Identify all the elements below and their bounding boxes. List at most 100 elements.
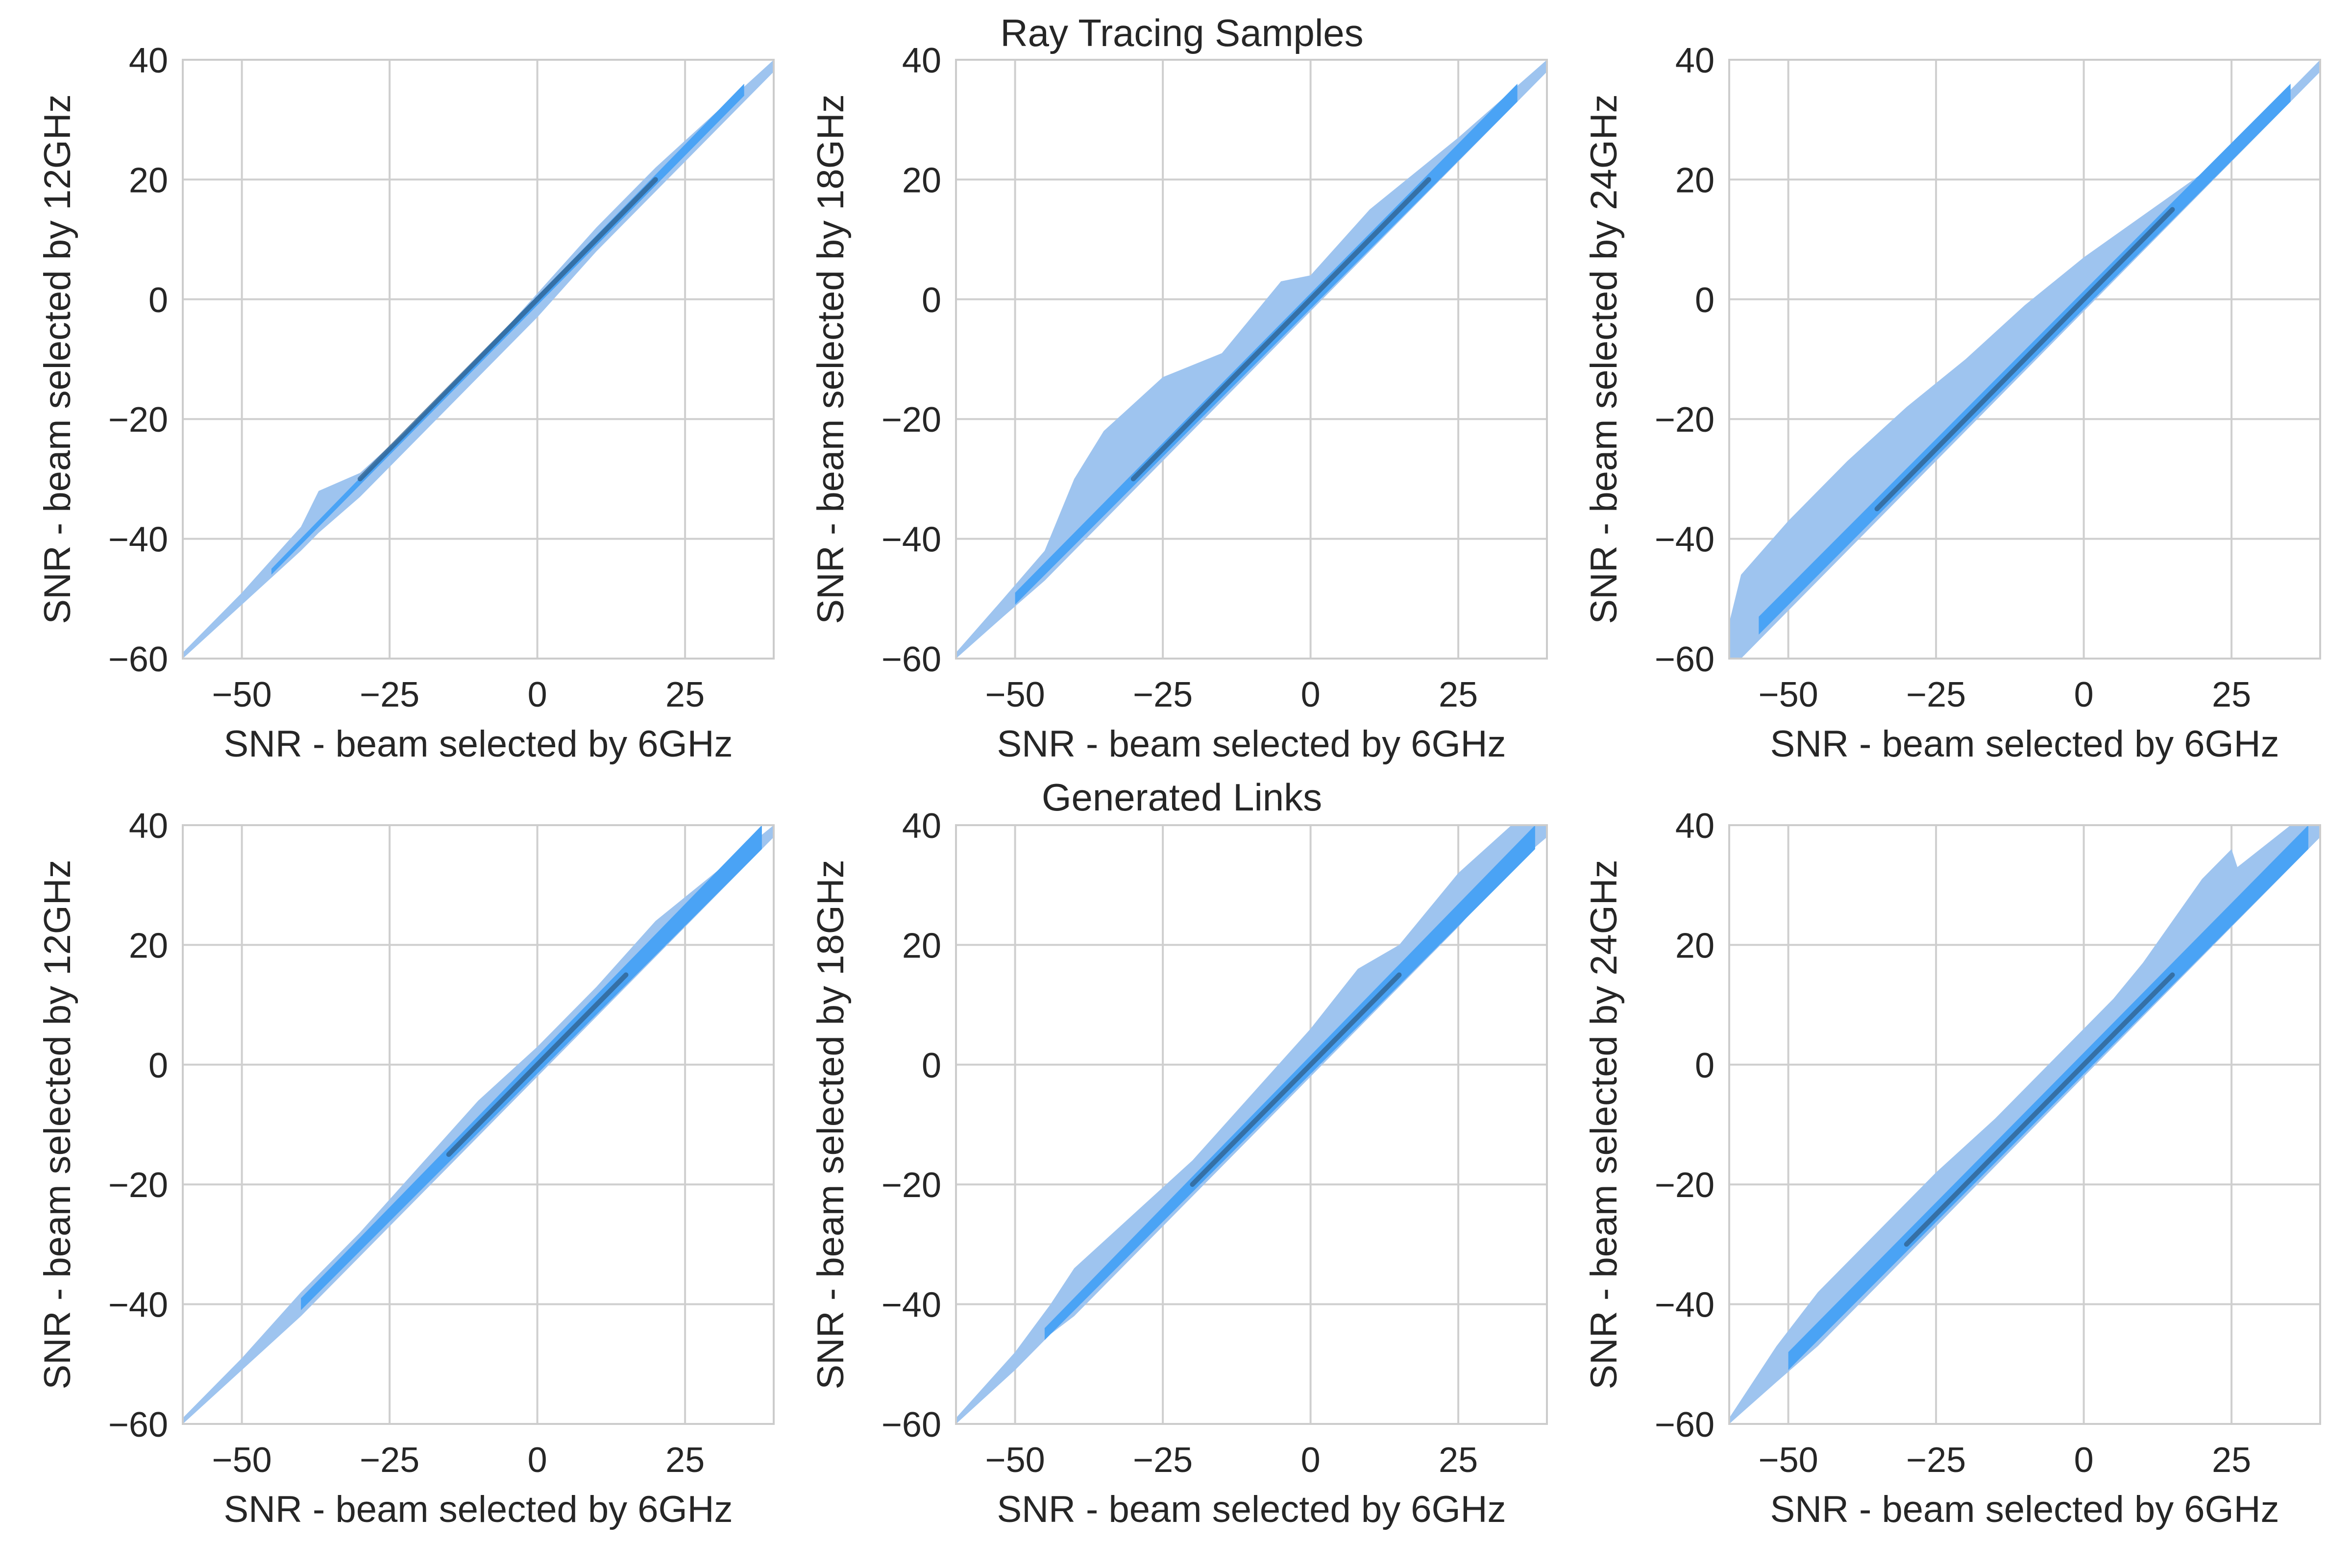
x-tick-label: −25 — [1133, 675, 1193, 714]
x-tick-label: −50 — [985, 675, 1045, 714]
y-tick-label: 40 — [129, 807, 168, 846]
kde-core-line — [1190, 972, 1402, 1187]
axes-frame — [182, 824, 775, 1425]
kde-core-line — [1874, 207, 2175, 512]
plot-data — [183, 825, 774, 1424]
y-tick-label: 20 — [1675, 926, 1715, 965]
axes-frame — [1728, 59, 2321, 660]
y-tick-label: −20 — [1655, 1166, 1715, 1205]
x-tick-label: −25 — [360, 1441, 419, 1480]
y-tick-label: 20 — [1675, 161, 1715, 200]
row-title-ray-tracing-samples: Ray Tracing Samples — [1000, 11, 1364, 54]
x-tick-label: −50 — [212, 675, 272, 714]
y-tick-label: 20 — [902, 161, 941, 200]
subplot-row2-col2: −50 −25 0 25 −60 −40 −20 0 20 40 SNR - beam select… — [810, 807, 1548, 1530]
x-tick-label: 25 — [1439, 1441, 1478, 1480]
axes-frame — [1728, 824, 2321, 1425]
y-tick-label: −20 — [108, 400, 168, 440]
x-tick-label: 0 — [2074, 675, 2094, 714]
x-tick-label: −50 — [212, 1441, 272, 1480]
y-tick-label: 40 — [129, 41, 168, 80]
x-tick-label: −25 — [1906, 675, 1966, 714]
x-tick-label: −50 — [1759, 675, 1818, 714]
y-tick-label: −60 — [108, 640, 168, 679]
x-tick-label: 25 — [1439, 675, 1478, 714]
y-tick-label: −60 — [1655, 1405, 1715, 1445]
y-tick-label: 0 — [1695, 1046, 1715, 1085]
x-axis-label: SNR - beam selected by 6GHz — [1770, 1489, 2279, 1530]
row-title-generated-links: Generated Links — [1041, 776, 1323, 819]
y-tick-label: −40 — [882, 1286, 941, 1325]
y-tick-label: −40 — [882, 520, 941, 560]
axes-frame — [955, 59, 1548, 660]
y-axis-label: SNR - beam selected by 24GHz — [1583, 94, 1625, 624]
x-axis-label: SNR - beam selected by 6GHz — [1770, 723, 2279, 765]
x-tick-label: −25 — [360, 675, 419, 714]
x-tick-label: 25 — [2212, 1441, 2251, 1480]
y-tick-label: 0 — [148, 1046, 168, 1085]
y-tick-label: −20 — [108, 1166, 168, 1205]
y-tick-label: 40 — [1675, 807, 1715, 846]
axes-frame — [182, 59, 775, 660]
x-axis-label: SNR - beam selected by 6GHz — [223, 1489, 733, 1530]
x-tick-label: −25 — [1906, 1441, 1966, 1480]
y-axis-label: SNR - beam selected by 18GHz — [810, 94, 852, 624]
y-tick-label: −60 — [882, 640, 941, 679]
x-axis-label: SNR - beam selected by 6GHz — [997, 1489, 1506, 1530]
y-tick-label: −20 — [882, 1166, 941, 1205]
y-tick-label: 40 — [1675, 41, 1715, 80]
x-tick-label: 0 — [1301, 675, 1321, 714]
subplot-row2-col3: −50 −25 0 25 −60 −40 −20 0 20 40 SNR - beam select… — [1583, 807, 2321, 1530]
x-axis-label: SNR - beam selected by 6GHz — [997, 723, 1506, 765]
y-tick-label: 0 — [922, 1046, 941, 1085]
y-tick-label: 40 — [902, 41, 941, 80]
y-tick-label: 0 — [922, 281, 941, 320]
x-tick-label: −50 — [985, 1441, 1045, 1480]
y-tick-label: −60 — [882, 1405, 941, 1445]
y-tick-label: −20 — [1655, 400, 1715, 440]
y-axis-label: SNR - beam selected by 24GHz — [1583, 859, 1625, 1389]
y-tick-label: −40 — [108, 520, 168, 560]
kde-core-line — [1130, 177, 1431, 482]
x-tick-label: 25 — [665, 1441, 705, 1480]
x-tick-label: 0 — [528, 1441, 547, 1480]
y-tick-label: 20 — [129, 926, 168, 965]
y-tick-label: 0 — [148, 281, 168, 320]
y-tick-label: 20 — [129, 161, 168, 200]
y-tick-label: 20 — [902, 926, 941, 965]
x-tick-label: 0 — [528, 675, 547, 714]
y-tick-label: 40 — [902, 807, 941, 846]
x-tick-label: 25 — [665, 675, 705, 714]
plot-data — [183, 60, 774, 659]
y-tick-label: −40 — [1655, 1286, 1715, 1325]
x-tick-label: 0 — [1301, 1441, 1321, 1480]
axes-frame — [955, 824, 1548, 1425]
y-tick-label: −40 — [1655, 520, 1715, 560]
plot-data — [956, 825, 1547, 1424]
plot-data — [956, 60, 1547, 659]
y-tick-label: −20 — [882, 400, 941, 440]
y-tick-label: −60 — [1655, 640, 1715, 679]
y-axis-label: SNR - beam selected by 12GHz — [37, 859, 78, 1389]
x-tick-label: −25 — [1133, 1441, 1193, 1480]
y-axis-label: SNR - beam selected by 12GHz — [37, 94, 78, 624]
subplot-row1-col2: −50 −25 0 25 −60 −40 −20 0 20 40 SNR - beam select… — [810, 41, 1548, 765]
y-tick-label: 0 — [1695, 281, 1715, 320]
plot-data — [1729, 825, 2320, 1424]
plot-data — [1729, 60, 2320, 659]
kde-core-line — [1904, 972, 2175, 1247]
kde-core-line — [446, 972, 629, 1157]
y-tick-label: −60 — [108, 1405, 168, 1445]
y-axis-label: SNR - beam selected by 18GHz — [810, 859, 852, 1389]
x-tick-label: −50 — [1759, 1441, 1818, 1480]
x-tick-label: 25 — [2212, 675, 2251, 714]
x-tick-label: 0 — [2074, 1441, 2094, 1480]
x-axis-label: SNR - beam selected by 6GHz — [223, 723, 733, 765]
subplot-row1-col1: −50 −25 0 25 −60 −40 −20 0 20 40 SNR - beam select… — [37, 41, 775, 765]
y-tick-label: −40 — [108, 1286, 168, 1325]
subplot-row1-col3: −50 −25 0 25 −60 −40 −20 0 20 40 SNR - beam select… — [1583, 41, 2321, 765]
kde-core-line — [357, 177, 658, 482]
subplot-row2-col1: −50 −25 0 25 −60 −40 −20 0 20 40 SNR - beam select… — [37, 807, 775, 1530]
